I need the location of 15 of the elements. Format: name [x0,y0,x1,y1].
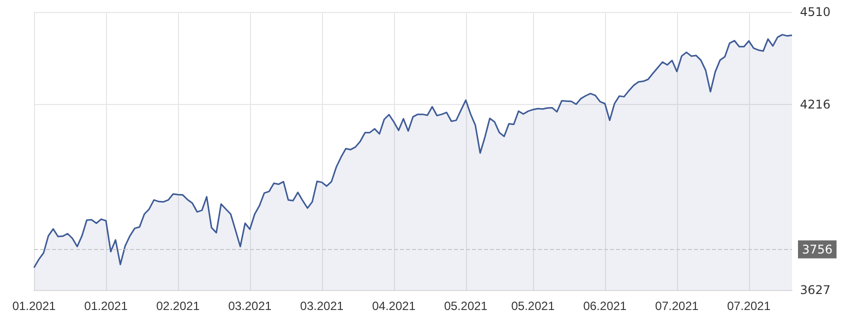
x-tick-label: 04.2021 [372,299,416,313]
x-tick-label: 03.2021 [300,299,344,313]
x-tick-label: 03.2021 [228,299,272,313]
x-tick-label: 02.2021 [156,299,200,313]
x-tick-label: 01.2021 [84,299,128,313]
y-tick-label: 4216 [800,98,831,112]
x-tick-label: 01.2021 [12,299,56,313]
y-tick-label: 3627 [800,283,831,297]
x-tick-label: 07.2021 [727,299,771,313]
ref-line-label: 3756 [802,242,833,256]
y-tick-label: 4510 [800,5,831,19]
x-tick-label: 06.2021 [583,299,627,313]
x-tick-label: 05.2021 [511,299,555,313]
x-tick-label: 05.2021 [444,299,488,313]
x-tick-label: 07.2021 [655,299,699,313]
